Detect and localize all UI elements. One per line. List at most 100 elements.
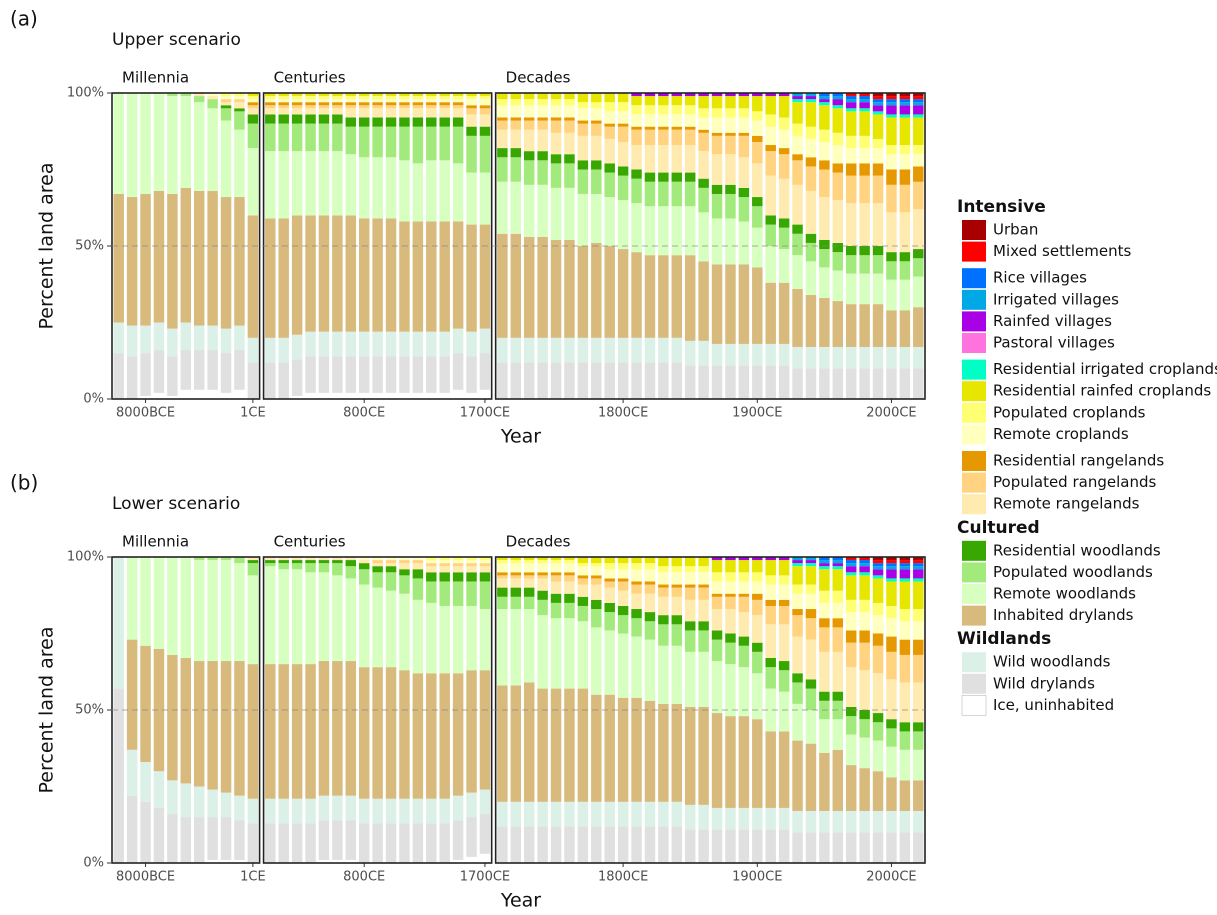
bar-segment <box>180 350 192 390</box>
bar-segment <box>399 670 410 799</box>
bar-segment <box>318 114 330 124</box>
bar-segment <box>234 795 245 821</box>
bar-segment <box>899 169 911 185</box>
bar-segment <box>318 563 330 573</box>
bar-segment <box>886 581 897 606</box>
bar-segment <box>523 337 535 363</box>
bar-segment <box>684 96 696 106</box>
bar-segment <box>234 93 245 97</box>
bar-segment <box>644 639 656 701</box>
bar-segment <box>278 563 289 570</box>
bar-segment <box>859 175 870 204</box>
bar-segment <box>167 193 178 329</box>
bar-segment <box>886 99 897 103</box>
bar-segment <box>617 111 629 124</box>
bar-segment <box>399 96 410 100</box>
bar-segment <box>631 252 642 338</box>
bar-segment <box>819 368 830 399</box>
bar-segment <box>479 328 491 354</box>
bar-segment <box>845 135 857 149</box>
bar-segment <box>845 304 857 347</box>
bar-segment <box>358 392 370 399</box>
bar-segment <box>452 117 464 127</box>
bar-segment <box>265 798 276 824</box>
bar-segment <box>604 163 615 173</box>
bar-segment <box>765 246 776 283</box>
bar-segment <box>778 605 790 625</box>
legend-label: Mixed settlements <box>993 242 1131 260</box>
bar-segment <box>617 141 629 167</box>
bar-segment <box>167 557 178 655</box>
bar-segment <box>234 96 245 100</box>
bar-segment <box>439 221 450 332</box>
bar-segment <box>859 111 870 136</box>
bar-segment <box>345 356 357 393</box>
bar-segment <box>412 117 424 127</box>
bar-segment <box>439 560 450 564</box>
bar-segment <box>591 599 602 610</box>
bar-segment <box>220 102 232 106</box>
bar-segment <box>832 145 844 164</box>
bar-segment <box>180 657 192 784</box>
bar-segment <box>426 221 437 332</box>
bar-segment <box>479 96 491 100</box>
x-tick-label: 8000BCE <box>116 406 175 421</box>
bar-segment <box>426 392 437 399</box>
bar-segment <box>765 282 776 344</box>
bar-segment <box>819 99 830 103</box>
bar-segment <box>180 322 192 351</box>
bar-segment <box>564 581 575 594</box>
bar-segment <box>778 282 790 344</box>
bar-segment <box>439 581 450 606</box>
bar-segment <box>153 350 165 393</box>
bar-segment <box>466 560 477 564</box>
bar-segment <box>738 581 750 594</box>
bar-segment <box>711 661 723 714</box>
bar-segment <box>247 215 259 338</box>
bar-segment <box>564 563 575 573</box>
bar-segment <box>899 368 911 399</box>
bar-segment <box>385 117 397 127</box>
bar-segment <box>684 566 696 573</box>
bar-segment <box>564 187 575 240</box>
bar-segment <box>591 563 602 567</box>
bar-segment <box>725 108 736 118</box>
bar-segment <box>738 93 750 97</box>
bar-segment <box>497 93 508 100</box>
bar-segment <box>318 151 330 216</box>
bar-segment <box>550 163 562 188</box>
bar-segment <box>278 557 289 561</box>
bar-segment <box>385 667 397 799</box>
bar-segment <box>738 716 750 808</box>
bar-segment <box>193 560 205 662</box>
bar-segment <box>466 108 477 115</box>
facet-title: Millennia <box>122 533 189 551</box>
bar-segment <box>738 221 750 265</box>
bar-segment <box>819 719 830 753</box>
bar-segment <box>452 605 464 674</box>
bar-segment <box>684 621 696 631</box>
bar-segment <box>220 817 232 860</box>
x-tick-label: 1700CE <box>460 406 510 421</box>
bar-segment <box>537 801 548 827</box>
bar-segment <box>913 114 924 118</box>
bar-segment <box>523 117 535 121</box>
x-tick-label: 1800CE <box>598 870 648 885</box>
bar-segment <box>872 246 884 256</box>
bar-segment <box>523 578 535 588</box>
bar-segment <box>452 581 464 606</box>
bar-segment <box>792 123 803 136</box>
bar-segment <box>537 688 548 802</box>
legend-label: Rainfed villages <box>993 312 1112 330</box>
bar-segment <box>752 593 763 600</box>
bar-segment <box>711 154 723 185</box>
bar-segment <box>899 780 911 811</box>
bar-segment <box>452 795 464 821</box>
bar-segment <box>872 102 884 106</box>
bar-segment <box>886 719 897 729</box>
bar-segment <box>805 138 817 158</box>
bar-segment <box>426 99 437 103</box>
bar-segment <box>913 276 924 308</box>
bar-segment <box>752 642 763 652</box>
bar-segment <box>684 584 696 588</box>
